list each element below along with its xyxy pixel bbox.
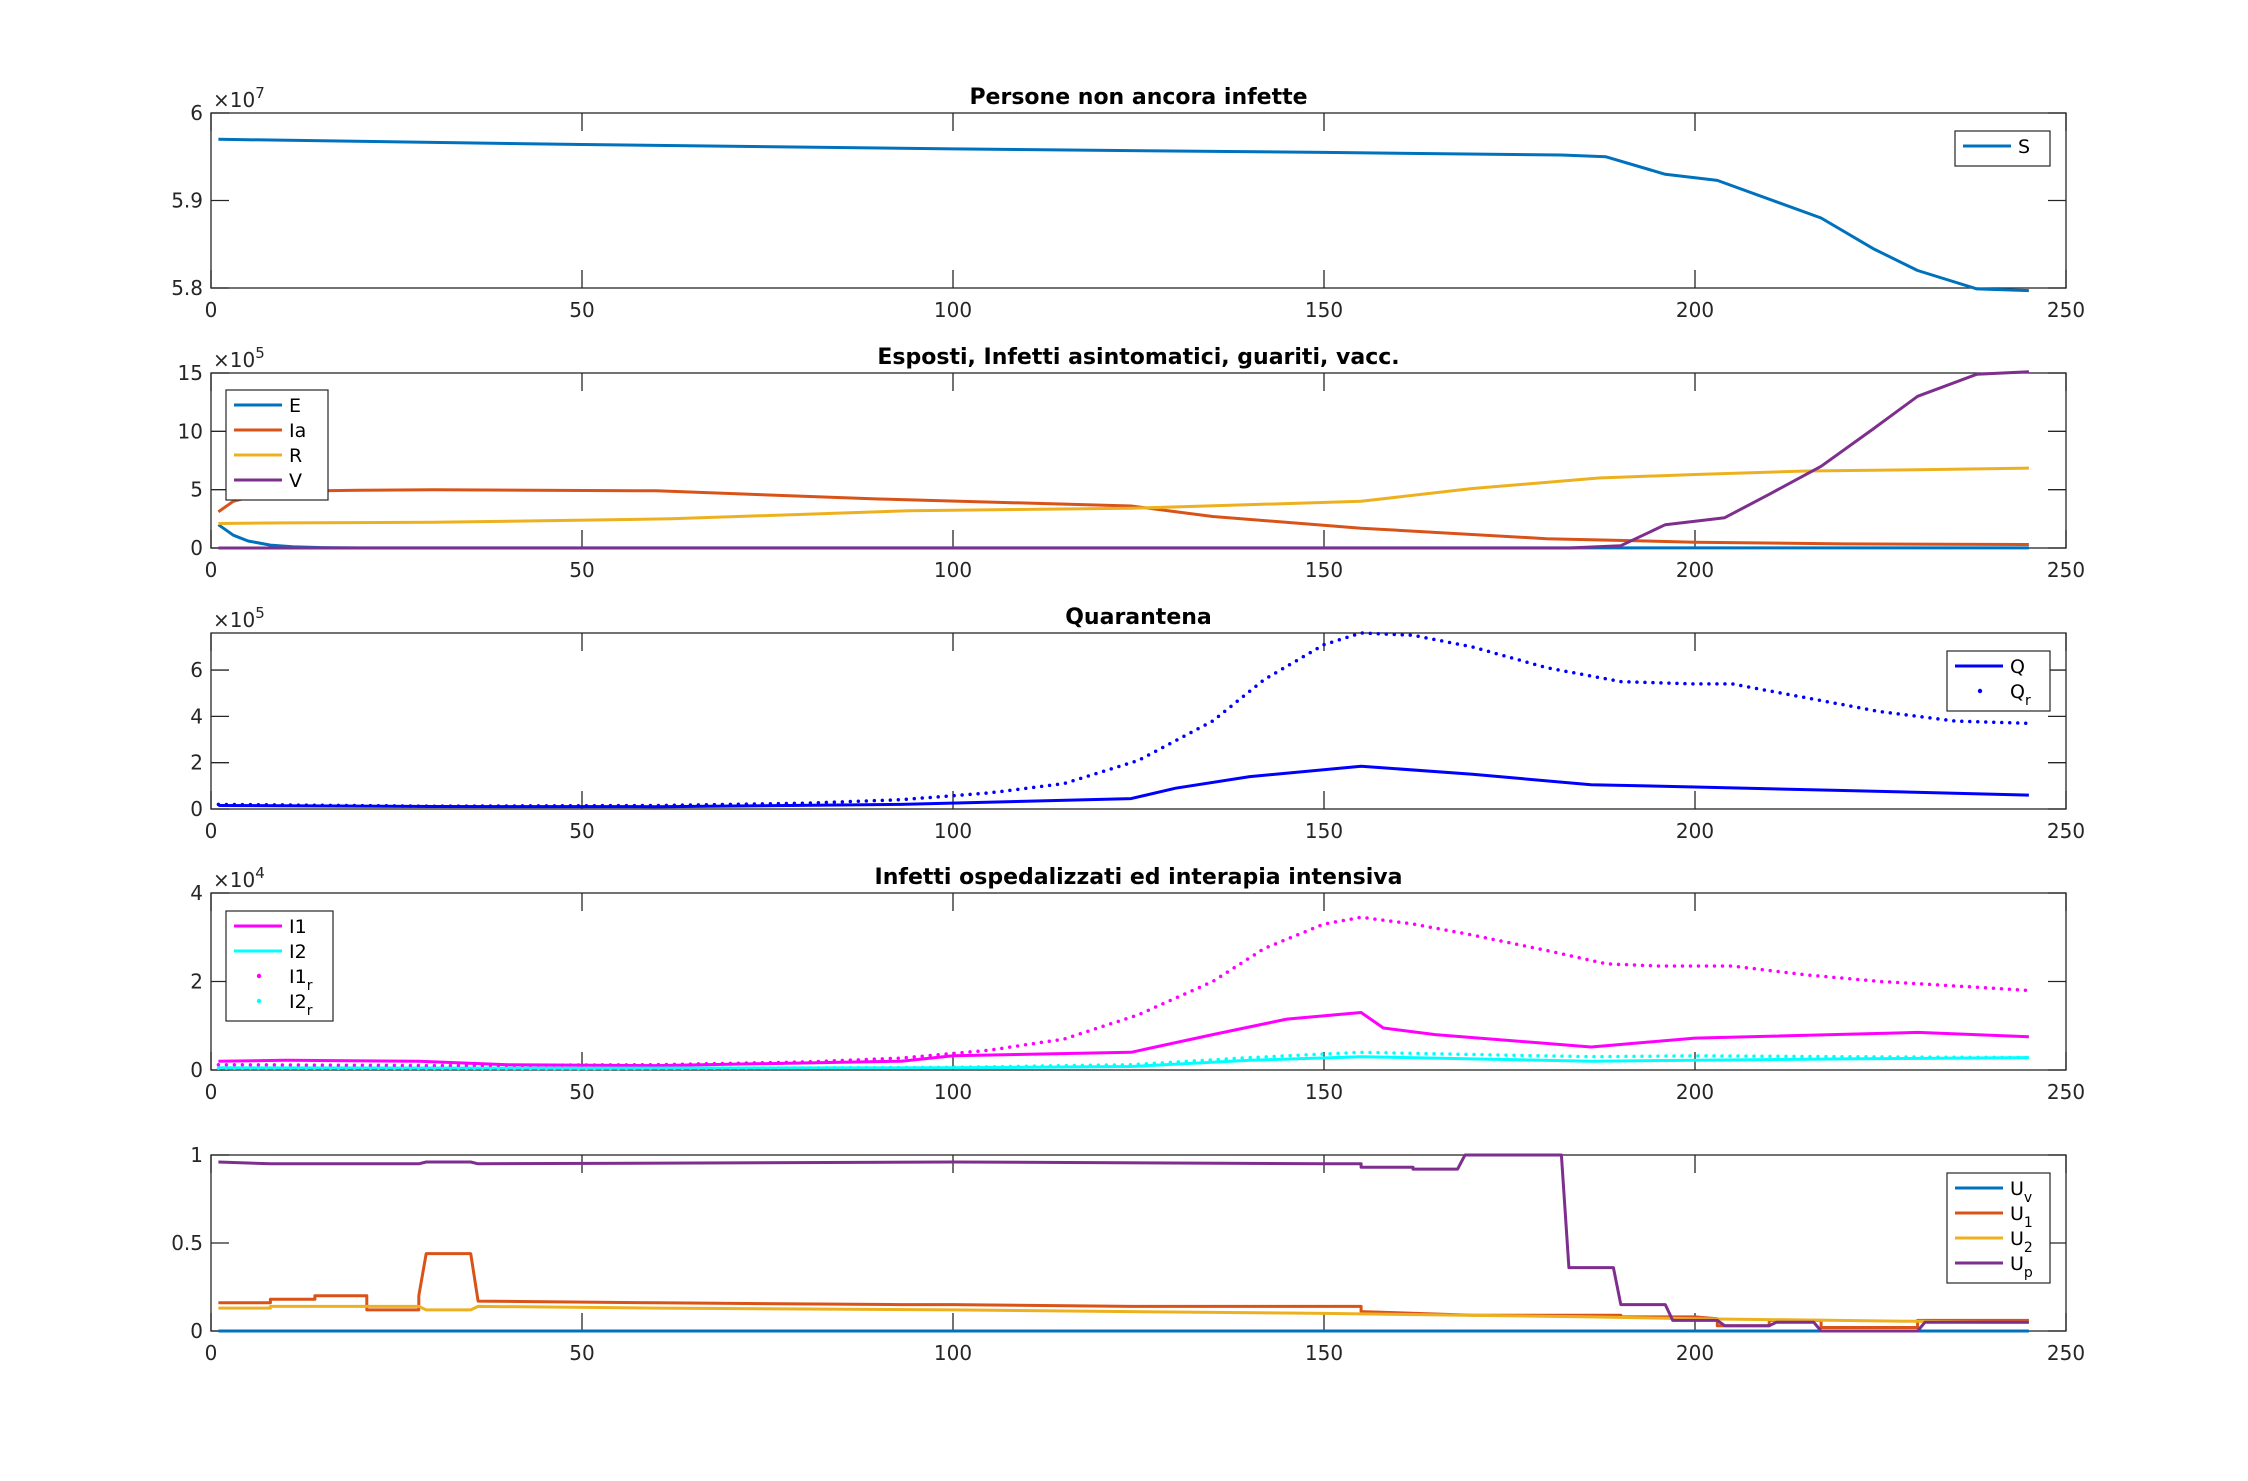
- x-tick-label: 50: [569, 558, 594, 582]
- y-tick-label: 2: [190, 751, 203, 775]
- axes-box: [210, 892, 2067, 1071]
- legend-label: V: [289, 470, 302, 492]
- y-tick-label: 10: [178, 419, 203, 443]
- axes-box: [210, 1154, 2067, 1332]
- y-tick-label: 0.5: [171, 1231, 203, 1255]
- series-line-V: [218, 370, 2029, 550]
- legend-label: R: [289, 445, 302, 467]
- y-tick-label: 2: [190, 970, 203, 994]
- y-tick-label: 5.9: [171, 189, 203, 213]
- axis-multiplier: ×105: [213, 344, 265, 372]
- y-tick-label: 4: [190, 881, 203, 905]
- x-tick-label: 250: [2047, 298, 2085, 322]
- legend-label: I2: [289, 941, 307, 963]
- legend-label: E: [289, 395, 301, 417]
- series-line-U2: [218, 1304, 2029, 1324]
- series-line-S: [218, 137, 2029, 293]
- legend-label: Ia: [289, 420, 306, 442]
- y-tick-label: 0: [190, 1058, 203, 1082]
- legend-marker: [256, 973, 262, 979]
- x-tick-label: 0: [205, 558, 218, 582]
- panel-title: Esposti, Infetti asintomatici, guariti, …: [877, 345, 1399, 370]
- x-tick-label: 250: [2047, 1341, 2085, 1365]
- x-tick-label: 100: [934, 819, 972, 843]
- panel-title: Persone non ancora infette: [969, 85, 1307, 110]
- x-tick-label: 150: [1305, 298, 1343, 322]
- series-line-I2: [218, 1055, 2029, 1070]
- x-tick-label: 250: [2047, 819, 2085, 843]
- axes-box: [210, 372, 2067, 549]
- legend: S: [1954, 130, 2051, 167]
- legend-marker: [1977, 688, 1983, 694]
- x-tick-label: 200: [1676, 819, 1714, 843]
- panel-2: 0 50 100 150 200 250 0 5 10 15 ×105 Esposti, Infett…: [178, 344, 2086, 582]
- axis-multiplier: ×105: [213, 604, 265, 632]
- series-line-I1r: [216, 915, 2031, 1068]
- legend: E Ia RV: [225, 389, 329, 501]
- panel-title: Infetti ospedalizzati ed interapia inten…: [875, 865, 1403, 890]
- x-tick-label: 250: [2047, 1080, 2085, 1104]
- x-tick-label: 150: [1305, 1341, 1343, 1365]
- x-tick-label: 100: [934, 1080, 972, 1104]
- axis-multiplier: ×107: [213, 84, 265, 112]
- legend-label: Q: [2010, 656, 2025, 678]
- legend-box: [225, 910, 334, 1022]
- x-tick-label: 200: [1676, 1341, 1714, 1365]
- x-tick-label: 150: [1305, 819, 1343, 843]
- x-tick-label: 0: [205, 1341, 218, 1365]
- x-tick-label: 150: [1305, 1080, 1343, 1104]
- x-tick-label: 50: [569, 1080, 594, 1104]
- legend: QQr: [1946, 650, 2051, 712]
- legend-box: [225, 389, 329, 501]
- axes-box: [210, 112, 2067, 289]
- panel-4: 0 50 100 150 200 250 0 2 4 ×104 Infetti ospedalizz…: [190, 864, 2085, 1104]
- y-tick-label: 0: [190, 1319, 203, 1343]
- y-tick-label: 6: [190, 101, 203, 125]
- x-tick-label: 0: [205, 819, 218, 843]
- axis-multiplier: ×104: [213, 864, 265, 892]
- x-tick-label: 50: [569, 298, 594, 322]
- x-tick-label: 250: [2047, 558, 2085, 582]
- series-line-I2r: [216, 1050, 2031, 1071]
- x-tick-label: 200: [1676, 1080, 1714, 1104]
- x-tick-label: 100: [934, 558, 972, 582]
- x-tick-label: 0: [205, 1080, 218, 1104]
- panel-title: Quarantena: [1065, 605, 1212, 630]
- y-tick-label: 1: [190, 1143, 203, 1167]
- series-line-R: [218, 466, 2029, 525]
- axes-box: [210, 632, 2067, 810]
- legend-box: [1954, 130, 2051, 167]
- x-tick-label: 50: [569, 1341, 594, 1365]
- y-tick-label: 4: [190, 704, 203, 728]
- x-tick-label: 50: [569, 819, 594, 843]
- y-tick-label: 0: [190, 536, 203, 560]
- legend-box: [1946, 1172, 2051, 1284]
- x-tick-label: 100: [934, 298, 972, 322]
- y-tick-label: 5: [190, 478, 203, 502]
- series-line-Q: [218, 764, 2029, 809]
- y-tick-label: 5.8: [171, 276, 203, 300]
- legend-label: I1: [289, 916, 307, 938]
- panel-1: 0 50 100 150 200 250 5.8 5.9 6 ×107 Persone non an…: [171, 84, 2085, 322]
- legend-box: [1946, 650, 2051, 712]
- series-line-Up: [218, 1153, 2029, 1333]
- series-line-I1: [218, 1011, 2029, 1068]
- y-tick-label: 0: [190, 797, 203, 821]
- y-tick-label: 15: [178, 361, 203, 385]
- x-tick-label: 200: [1676, 558, 1714, 582]
- x-tick-label: 0: [205, 298, 218, 322]
- y-tick-label: 6: [190, 658, 203, 682]
- legend-marker: [256, 998, 262, 1004]
- panel-3: 0 50 100 150 200 250 0 2 4 6 ×105 Quarantena QQr: [190, 604, 2085, 843]
- legend-label: S: [2018, 136, 2030, 158]
- x-tick-label: 100: [934, 1341, 972, 1365]
- x-tick-label: 200: [1676, 298, 1714, 322]
- x-tick-label: 150: [1305, 558, 1343, 582]
